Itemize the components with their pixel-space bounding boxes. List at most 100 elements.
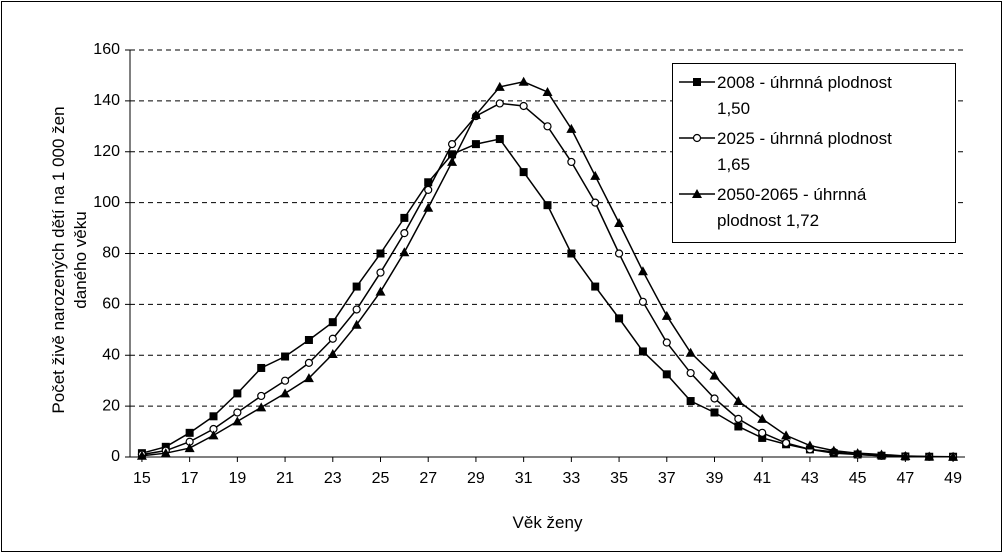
y-tick-label: 0 bbox=[111, 448, 120, 465]
marker bbox=[136, 450, 147, 460]
marker bbox=[423, 202, 434, 212]
marker bbox=[376, 268, 385, 277]
marker bbox=[327, 348, 338, 358]
legend-entry: 2008 - úhrnná plodnost 1,50 bbox=[677, 70, 951, 122]
x-tick-label: 45 bbox=[849, 470, 867, 487]
x-tick-label: 23 bbox=[324, 470, 342, 487]
x-tick-label: 47 bbox=[896, 470, 914, 487]
marker bbox=[638, 297, 648, 306]
marker bbox=[233, 389, 242, 398]
marker bbox=[184, 443, 195, 453]
marker bbox=[495, 99, 504, 108]
legend-label: 2025 - úhrnná plodnost 1,65 bbox=[717, 129, 892, 174]
marker bbox=[209, 412, 218, 421]
marker bbox=[758, 433, 767, 442]
marker bbox=[804, 440, 815, 450]
marker bbox=[328, 318, 337, 327]
marker bbox=[185, 428, 194, 437]
marker bbox=[876, 449, 887, 459]
marker bbox=[734, 422, 743, 431]
marker bbox=[781, 430, 792, 440]
marker bbox=[692, 133, 702, 143]
y-tick-label: 80 bbox=[102, 245, 120, 262]
marker bbox=[948, 451, 959, 461]
marker bbox=[351, 319, 362, 329]
marker bbox=[567, 249, 576, 258]
marker bbox=[757, 413, 768, 423]
marker bbox=[519, 168, 528, 177]
x-tick-label: 39 bbox=[706, 470, 724, 487]
marker bbox=[542, 86, 553, 96]
marker bbox=[543, 122, 552, 131]
legend-entry: 2050-2065 - úhrnná plodnost 1,72 bbox=[677, 182, 951, 234]
marker bbox=[924, 451, 935, 461]
marker bbox=[591, 282, 600, 291]
marker bbox=[693, 78, 701, 86]
marker bbox=[424, 178, 433, 187]
marker bbox=[543, 201, 552, 210]
marker bbox=[518, 76, 529, 86]
x-tick-label: 19 bbox=[228, 470, 246, 487]
marker bbox=[566, 123, 577, 133]
x-tick-label: 15 bbox=[133, 470, 151, 487]
legend-swatch bbox=[679, 78, 715, 86]
marker bbox=[614, 249, 624, 258]
marker bbox=[591, 198, 600, 207]
x-tick-label: 41 bbox=[753, 470, 771, 487]
marker bbox=[709, 370, 720, 380]
marker bbox=[304, 358, 314, 367]
x-tick-label: 33 bbox=[562, 470, 580, 487]
marker bbox=[232, 416, 243, 426]
marker bbox=[686, 397, 695, 406]
x-tick-label: 43 bbox=[801, 470, 819, 487]
marker bbox=[590, 170, 601, 180]
legend-entry: 2025 - úhrnná plodnost 1,65 bbox=[677, 126, 951, 178]
y-tick-label: 60 bbox=[102, 296, 120, 313]
marker bbox=[661, 310, 672, 320]
marker bbox=[637, 266, 648, 276]
marker bbox=[471, 140, 480, 149]
marker bbox=[304, 335, 313, 344]
y-axis-label: Počet živě narozených dětí na 1 000 žen … bbox=[49, 106, 90, 414]
marker bbox=[470, 109, 481, 119]
y-tick-label: 140 bbox=[93, 92, 120, 109]
marker bbox=[828, 445, 839, 455]
marker bbox=[399, 247, 410, 257]
legend-swatch bbox=[679, 133, 715, 143]
y-tick-label: 160 bbox=[93, 41, 120, 58]
marker bbox=[900, 450, 911, 460]
legend-label: 2050-2065 - úhrnná plodnost 1,72 bbox=[717, 185, 867, 230]
x-tick-label: 25 bbox=[372, 470, 390, 487]
marker bbox=[352, 305, 361, 314]
marker bbox=[280, 376, 290, 385]
marker bbox=[662, 338, 671, 347]
x-tick-label: 37 bbox=[658, 470, 676, 487]
marker bbox=[160, 448, 171, 458]
marker bbox=[614, 217, 625, 227]
marker bbox=[710, 408, 719, 417]
marker bbox=[638, 347, 647, 356]
marker bbox=[519, 101, 528, 111]
x-tick-label: 35 bbox=[610, 470, 628, 487]
marker bbox=[734, 414, 743, 423]
marker bbox=[303, 373, 314, 383]
legend-swatch bbox=[679, 189, 715, 198]
marker bbox=[352, 282, 361, 291]
legend: 2008 - úhrnná plodnost 1,50 2025 - úhrnná… bbox=[672, 63, 956, 243]
y-tick-label: 20 bbox=[102, 397, 120, 414]
legend-label: 2008 - úhrnná plodnost 1,50 bbox=[717, 73, 892, 118]
marker bbox=[758, 428, 767, 437]
marker bbox=[615, 314, 624, 323]
marker bbox=[567, 157, 576, 167]
marker bbox=[852, 448, 863, 458]
y-tick-label: 40 bbox=[102, 346, 120, 363]
marker bbox=[376, 249, 385, 258]
marker bbox=[448, 150, 457, 159]
marker bbox=[257, 363, 266, 372]
x-axis-label: Věk ženy bbox=[512, 513, 583, 532]
marker bbox=[208, 430, 219, 440]
marker bbox=[256, 402, 267, 412]
marker bbox=[400, 213, 409, 222]
